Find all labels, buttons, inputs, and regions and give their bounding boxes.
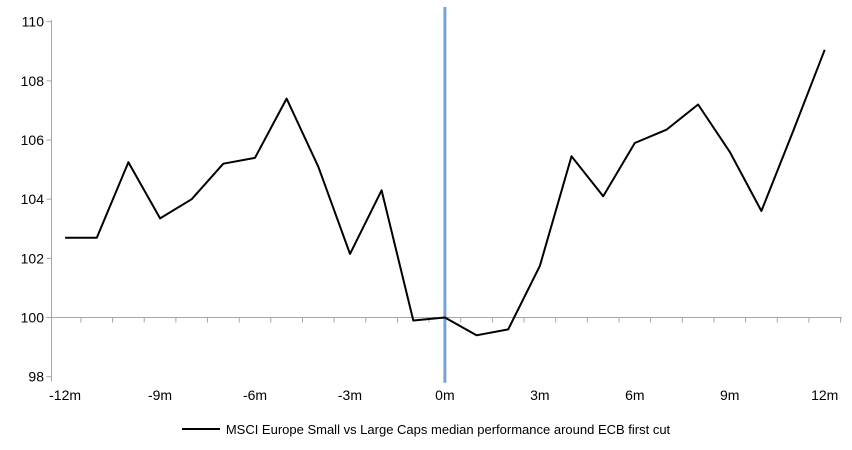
y-tick-label: 108 <box>21 73 45 89</box>
legend-label: MSCI Europe Small vs Large Caps median p… <box>225 421 671 437</box>
x-tick-label: -12m <box>49 387 81 403</box>
x-tick-label: -6m <box>243 387 267 403</box>
x-tick-label: 0m <box>435 387 454 403</box>
y-tick-label: 106 <box>21 132 45 148</box>
x-tick-label: 12m <box>811 387 838 403</box>
x-tick-label: 3m <box>530 387 549 403</box>
y-tick-label: 102 <box>21 250 45 266</box>
x-tick-label: 6m <box>625 387 644 403</box>
y-tick-label: 110 <box>22 14 45 30</box>
x-tick-label: 9m <box>720 387 739 403</box>
legend: MSCI Europe Small vs Large Caps median p… <box>0 419 852 439</box>
y-tick-label: 100 <box>21 310 45 326</box>
legend-line-swatch <box>181 428 220 430</box>
y-tick-label: 98 <box>28 369 44 385</box>
y-tick-label: 104 <box>21 191 45 207</box>
series-line <box>65 49 826 337</box>
x-tick-label: -3m <box>338 387 362 403</box>
x-tick-label: -9m <box>148 387 172 403</box>
y-axis: 98 100 102 104 106 108 110 <box>21 14 52 385</box>
